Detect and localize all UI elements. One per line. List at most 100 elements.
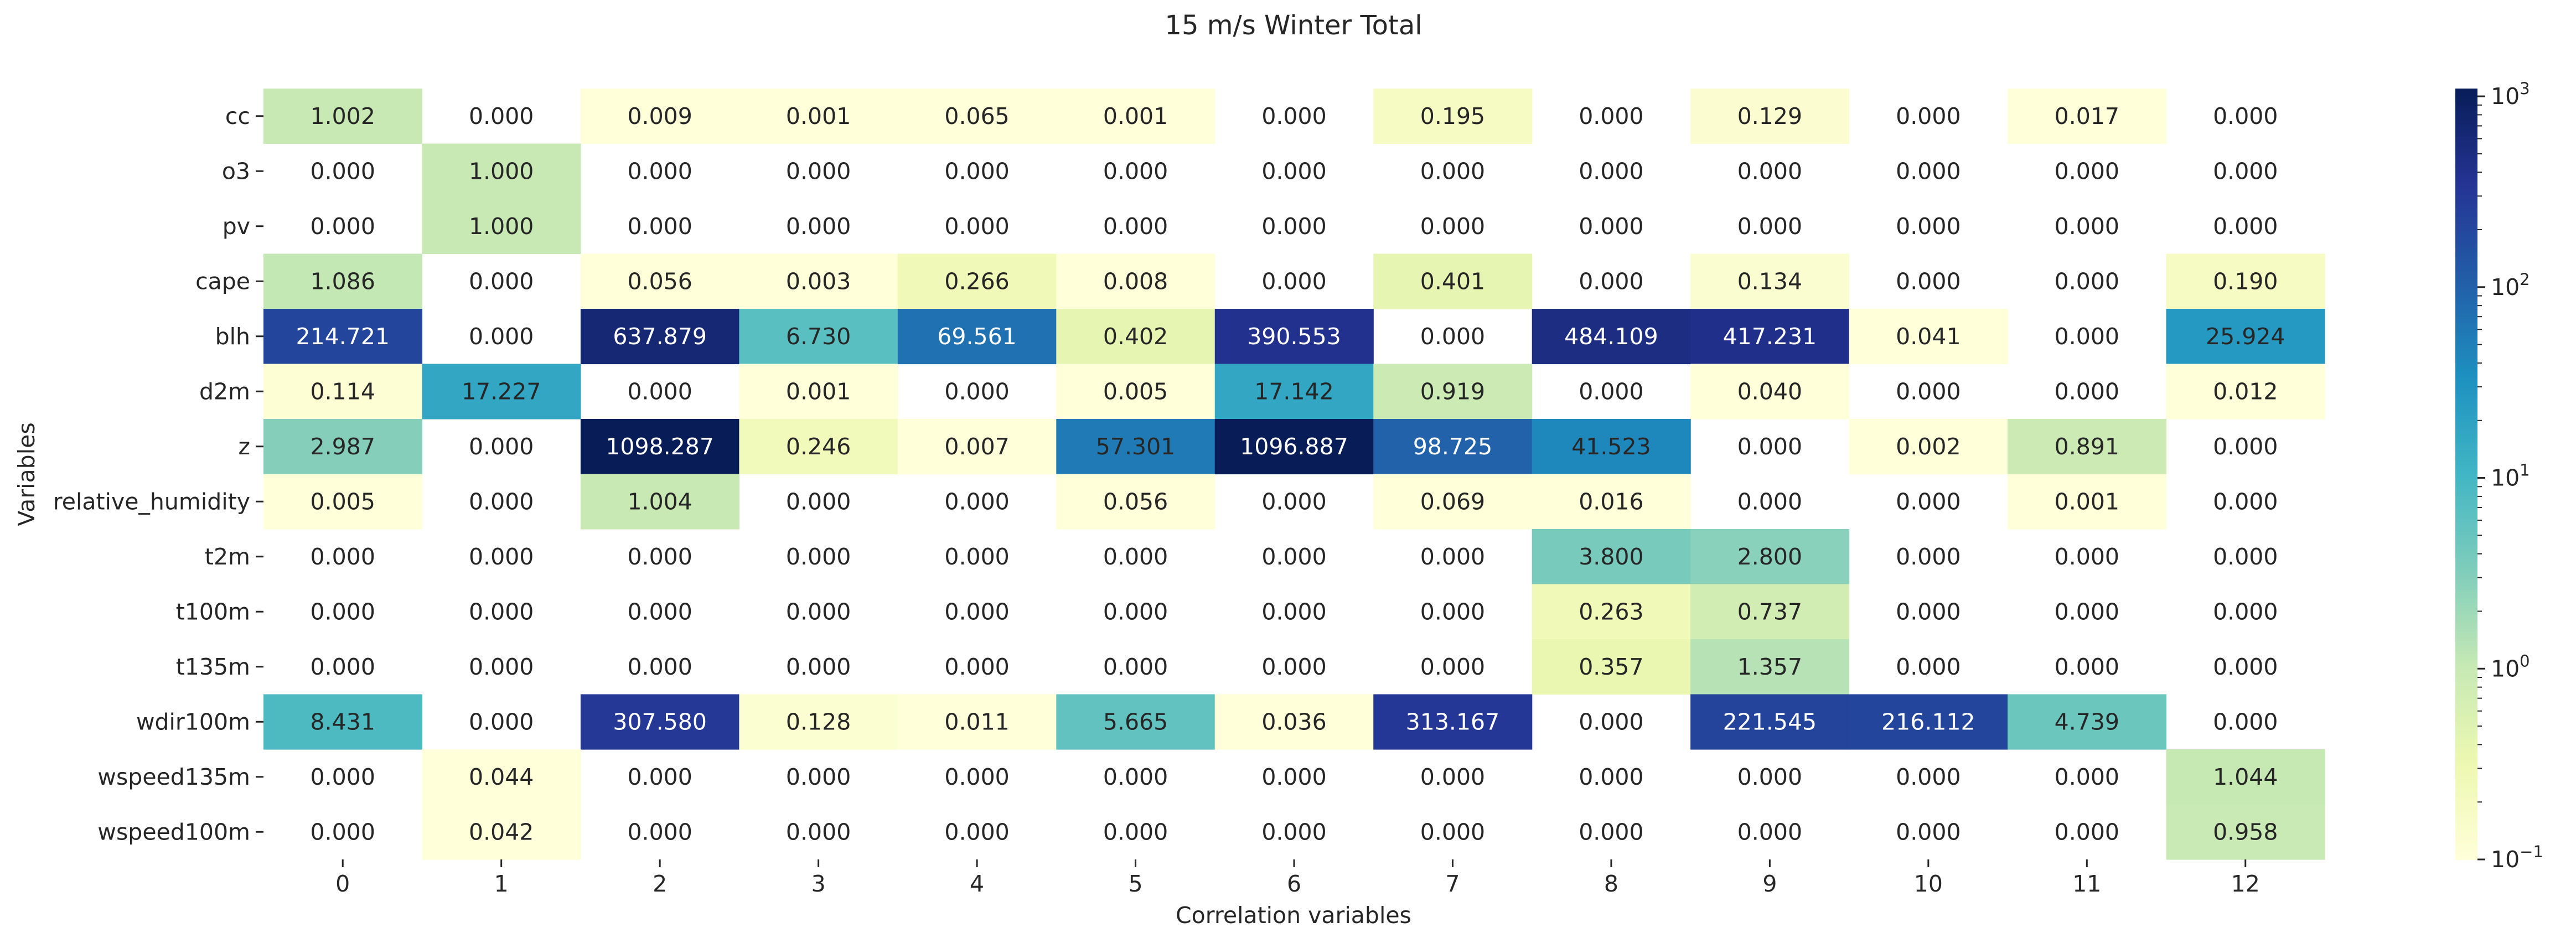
cell-value-label: 0.000 <box>469 708 534 735</box>
x-tick-label: 1 <box>494 871 509 897</box>
colorbar-segment <box>2455 705 2477 709</box>
colorbar-segment <box>2455 618 2477 623</box>
colorbar-segment <box>2455 249 2477 253</box>
cell-value-label: 0.000 <box>469 598 534 625</box>
cell-value-label: 0.005 <box>311 488 375 515</box>
cell-value-label: 390.553 <box>1247 323 1341 350</box>
colorbar-segment <box>2455 262 2477 266</box>
colorbar-segment <box>2455 287 2477 292</box>
cell-value-label: 0.000 <box>944 764 1009 790</box>
colorbar-segment <box>2455 557 2477 562</box>
heatmap-cell <box>2008 419 2167 475</box>
cell-value-label: 1.357 <box>1737 654 1802 680</box>
cell-value-label: 0.000 <box>786 488 851 515</box>
cell-value-label: 0.357 <box>1579 654 1643 680</box>
colorbar-segment <box>2455 692 2477 696</box>
colorbar-segment <box>2455 519 2477 523</box>
colorbar-segment <box>2455 217 2477 221</box>
colorbar-segment <box>2455 814 2477 818</box>
cell-value-label: 1.002 <box>311 103 375 129</box>
cell-value-label: 0.919 <box>1420 378 1485 405</box>
colorbar-segment <box>2455 381 2477 385</box>
cell-value-label: 0.000 <box>1103 654 1168 680</box>
colorbar-segment <box>2455 785 2477 790</box>
colorbar-segment <box>2455 230 2477 234</box>
heatmap-cell <box>1214 419 1374 475</box>
cell-value-label: 0.000 <box>627 818 692 845</box>
colorbar-segment <box>2455 541 2477 545</box>
colorbar-segment <box>2455 246 2477 250</box>
colorbar-segment <box>2455 400 2477 404</box>
cell-value-label: 0.041 <box>1896 323 1961 350</box>
colorbar-segment <box>2455 545 2477 548</box>
colorbar-segment <box>2455 628 2477 632</box>
colorbar-tick-label: 100 <box>2491 651 2530 682</box>
cell-value-label: 0.000 <box>2213 488 2278 515</box>
colorbar-segment <box>2455 583 2477 587</box>
y-tick-label: o3 <box>222 158 250 184</box>
colorbar-segment <box>2455 182 2477 185</box>
colorbar-tick-label: 101 <box>2491 461 2530 491</box>
cell-value-label: 0.000 <box>1261 654 1326 680</box>
heatmap-cell <box>1690 584 1850 640</box>
cell-value-label: 0.958 <box>2213 818 2278 845</box>
cell-value-label: 0.000 <box>2213 433 2278 460</box>
heatmap-cell <box>2166 309 2325 365</box>
cell-value-label: 0.011 <box>944 708 1009 735</box>
heatmap-cell <box>1690 89 1850 144</box>
cell-value-label: 0.246 <box>786 433 851 460</box>
colorbar-segment <box>2455 821 2477 825</box>
colorbar-segment <box>2455 351 2477 356</box>
cell-value-label: 0.000 <box>1896 213 1961 240</box>
colorbar-segment <box>2455 461 2477 465</box>
cell-value-label: 0.000 <box>311 158 375 184</box>
heatmap-cell <box>739 364 898 419</box>
cell-value-label: 0.002 <box>1896 433 1961 460</box>
colorbar-segment <box>2455 506 2477 510</box>
heatmap-cell <box>1849 694 2008 750</box>
colorbar-segment <box>2455 214 2477 217</box>
heatmap-cell <box>1056 694 1215 750</box>
colorbar-segment <box>2455 554 2477 558</box>
heatmap-cell <box>1532 419 1691 475</box>
cell-value-label: 0.069 <box>1420 488 1485 515</box>
cell-value-label: 0.000 <box>944 598 1009 625</box>
cell-value-label: 6.730 <box>786 323 851 350</box>
colorbar-segment <box>2455 107 2477 112</box>
colorbar-segment <box>2455 374 2477 379</box>
colorbar-segment <box>2455 817 2477 822</box>
colorbar-segment <box>2455 98 2477 102</box>
colorbar-segment <box>2455 416 2477 420</box>
colorbar-segment <box>2455 698 2477 703</box>
cell-value-label: 0.003 <box>786 268 851 294</box>
cell-value-label: 0.000 <box>1261 103 1326 129</box>
colorbar-segment <box>2455 156 2477 160</box>
cell-value-label: 0.000 <box>944 213 1009 240</box>
cell-value-label: 0.056 <box>1103 488 1168 515</box>
colorbar-segment <box>2455 464 2477 468</box>
colorbar-segment <box>2455 843 2477 847</box>
cell-value-label: 307.580 <box>613 708 707 735</box>
colorbar-segment <box>2455 853 2477 857</box>
cell-value-label: 216.112 <box>1881 708 1975 735</box>
colorbar-segment <box>2455 252 2477 256</box>
colorbar-segment <box>2455 837 2477 841</box>
heatmap-cell <box>739 89 898 144</box>
y-tick-label: wspeed135m <box>97 764 250 790</box>
colorbar-segment <box>2455 570 2477 574</box>
colorbar-segment <box>2455 586 2477 590</box>
y-tick-label: wdir100m <box>136 708 250 735</box>
colorbar-segment <box>2455 101 2477 105</box>
cell-value-label: 0.000 <box>1261 488 1326 515</box>
colorbar-segment <box>2455 281 2477 285</box>
x-tick-label: 5 <box>1128 871 1142 897</box>
colorbar-segment <box>2455 728 2477 732</box>
y-tick-label: t2m <box>205 543 250 570</box>
heatmap-cell <box>1532 584 1691 640</box>
cell-value-label: 0.000 <box>2213 654 2278 680</box>
colorbar-segment <box>2455 529 2477 532</box>
colorbar-segment <box>2455 365 2477 369</box>
cell-value-label: 0.001 <box>1103 103 1168 129</box>
cell-value-label: 4.739 <box>2055 708 2119 735</box>
